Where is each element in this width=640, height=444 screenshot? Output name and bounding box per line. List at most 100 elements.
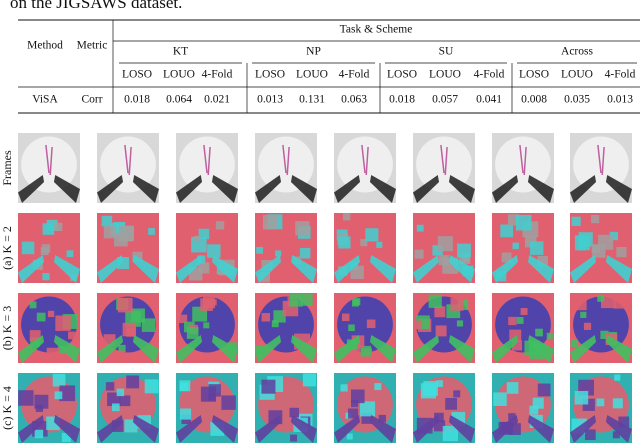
image-patch <box>574 390 589 405</box>
image-plate <box>179 216 235 273</box>
image-tool <box>527 415 554 443</box>
image-patch <box>34 394 49 409</box>
image-patch <box>570 294 587 311</box>
image-suture <box>597 144 605 176</box>
image-patch <box>537 383 551 397</box>
figure-image <box>413 133 475 203</box>
image-tool <box>413 175 440 203</box>
image-tool <box>448 175 475 203</box>
image-patch <box>348 408 359 419</box>
image-patch <box>57 346 66 354</box>
image-patch <box>432 245 443 256</box>
image-patch <box>68 331 76 340</box>
image-patch <box>437 236 453 252</box>
image-patch <box>537 255 548 267</box>
image-patch <box>515 214 532 231</box>
image-patch <box>350 265 364 280</box>
image-patch <box>117 350 126 359</box>
image-patch <box>132 251 143 262</box>
image-patch <box>54 391 63 400</box>
image-patch <box>29 330 41 342</box>
header-task-scheme: Task & Scheme <box>340 24 413 36</box>
image-tool <box>53 415 80 443</box>
image-patch <box>295 221 310 236</box>
cell-value: 0.035 <box>564 94 590 106</box>
image-patch <box>507 214 520 226</box>
figure-image <box>97 373 159 443</box>
image-patch <box>546 332 553 339</box>
image-patch <box>18 390 34 406</box>
image-patch <box>459 253 471 264</box>
figure-image <box>334 213 396 283</box>
image-patch <box>103 334 116 347</box>
image-patch <box>203 322 210 329</box>
image-patch <box>529 405 539 415</box>
image-patch <box>366 319 376 329</box>
image-patch <box>583 322 592 330</box>
image-tool <box>211 175 238 203</box>
image-tool <box>369 415 396 443</box>
figure-image <box>18 373 80 443</box>
row-label: Frames <box>0 150 14 186</box>
image-patch <box>348 324 355 332</box>
image-tool <box>132 175 159 203</box>
image-patch <box>21 241 35 255</box>
image-tool <box>570 175 597 203</box>
image-patch <box>360 401 376 417</box>
image-patch <box>273 310 286 323</box>
image-tool <box>176 415 203 443</box>
image-patch <box>434 412 444 423</box>
image-patch <box>580 311 587 318</box>
image-patch <box>416 224 424 232</box>
image-plate <box>495 136 551 193</box>
image-patch <box>119 226 135 241</box>
image-tool <box>255 255 282 283</box>
image-patch <box>178 314 188 324</box>
image-tool <box>334 415 361 443</box>
figure-image <box>18 293 80 363</box>
image-patch <box>144 379 159 394</box>
image-plate <box>100 136 156 193</box>
image-plate <box>573 136 629 193</box>
image-patch <box>500 224 514 238</box>
image-tool <box>132 415 159 443</box>
image-tool <box>369 255 396 283</box>
image-tool <box>334 255 361 283</box>
image-patch <box>435 325 447 337</box>
cell-value: 0.063 <box>341 94 367 106</box>
image-plate <box>337 296 393 353</box>
image-patch <box>600 293 616 309</box>
image-tool <box>132 335 159 363</box>
figure-image <box>413 213 475 283</box>
figure-image <box>492 213 554 283</box>
image-patch <box>508 413 516 421</box>
row-method: ViSA <box>32 94 58 106</box>
group-header: SU <box>439 46 454 58</box>
image-patch <box>105 382 115 391</box>
image-patch <box>208 384 221 397</box>
image-tool <box>570 415 597 443</box>
image-patch <box>117 297 133 313</box>
image-tool <box>413 255 440 283</box>
header-method: Method <box>27 40 63 52</box>
image-patch <box>103 225 117 239</box>
image-patch <box>342 213 351 221</box>
image-patch <box>361 413 373 424</box>
scheme-header: LOSO <box>255 69 285 81</box>
figure-image <box>176 213 238 283</box>
image-patch <box>179 408 192 420</box>
image-patch <box>360 345 372 357</box>
header-metric: Metric <box>77 40 108 52</box>
image-patch <box>42 223 55 235</box>
image-patch <box>509 329 522 342</box>
image-tool <box>53 175 80 203</box>
image-tool <box>211 335 238 363</box>
group-header: NP <box>306 46 321 58</box>
image-patch <box>571 216 581 226</box>
scheme-header: LOUO <box>429 69 461 81</box>
image-tool <box>570 335 597 363</box>
figure-image <box>255 373 317 443</box>
image-patch <box>352 299 360 307</box>
image-patch <box>428 294 442 308</box>
